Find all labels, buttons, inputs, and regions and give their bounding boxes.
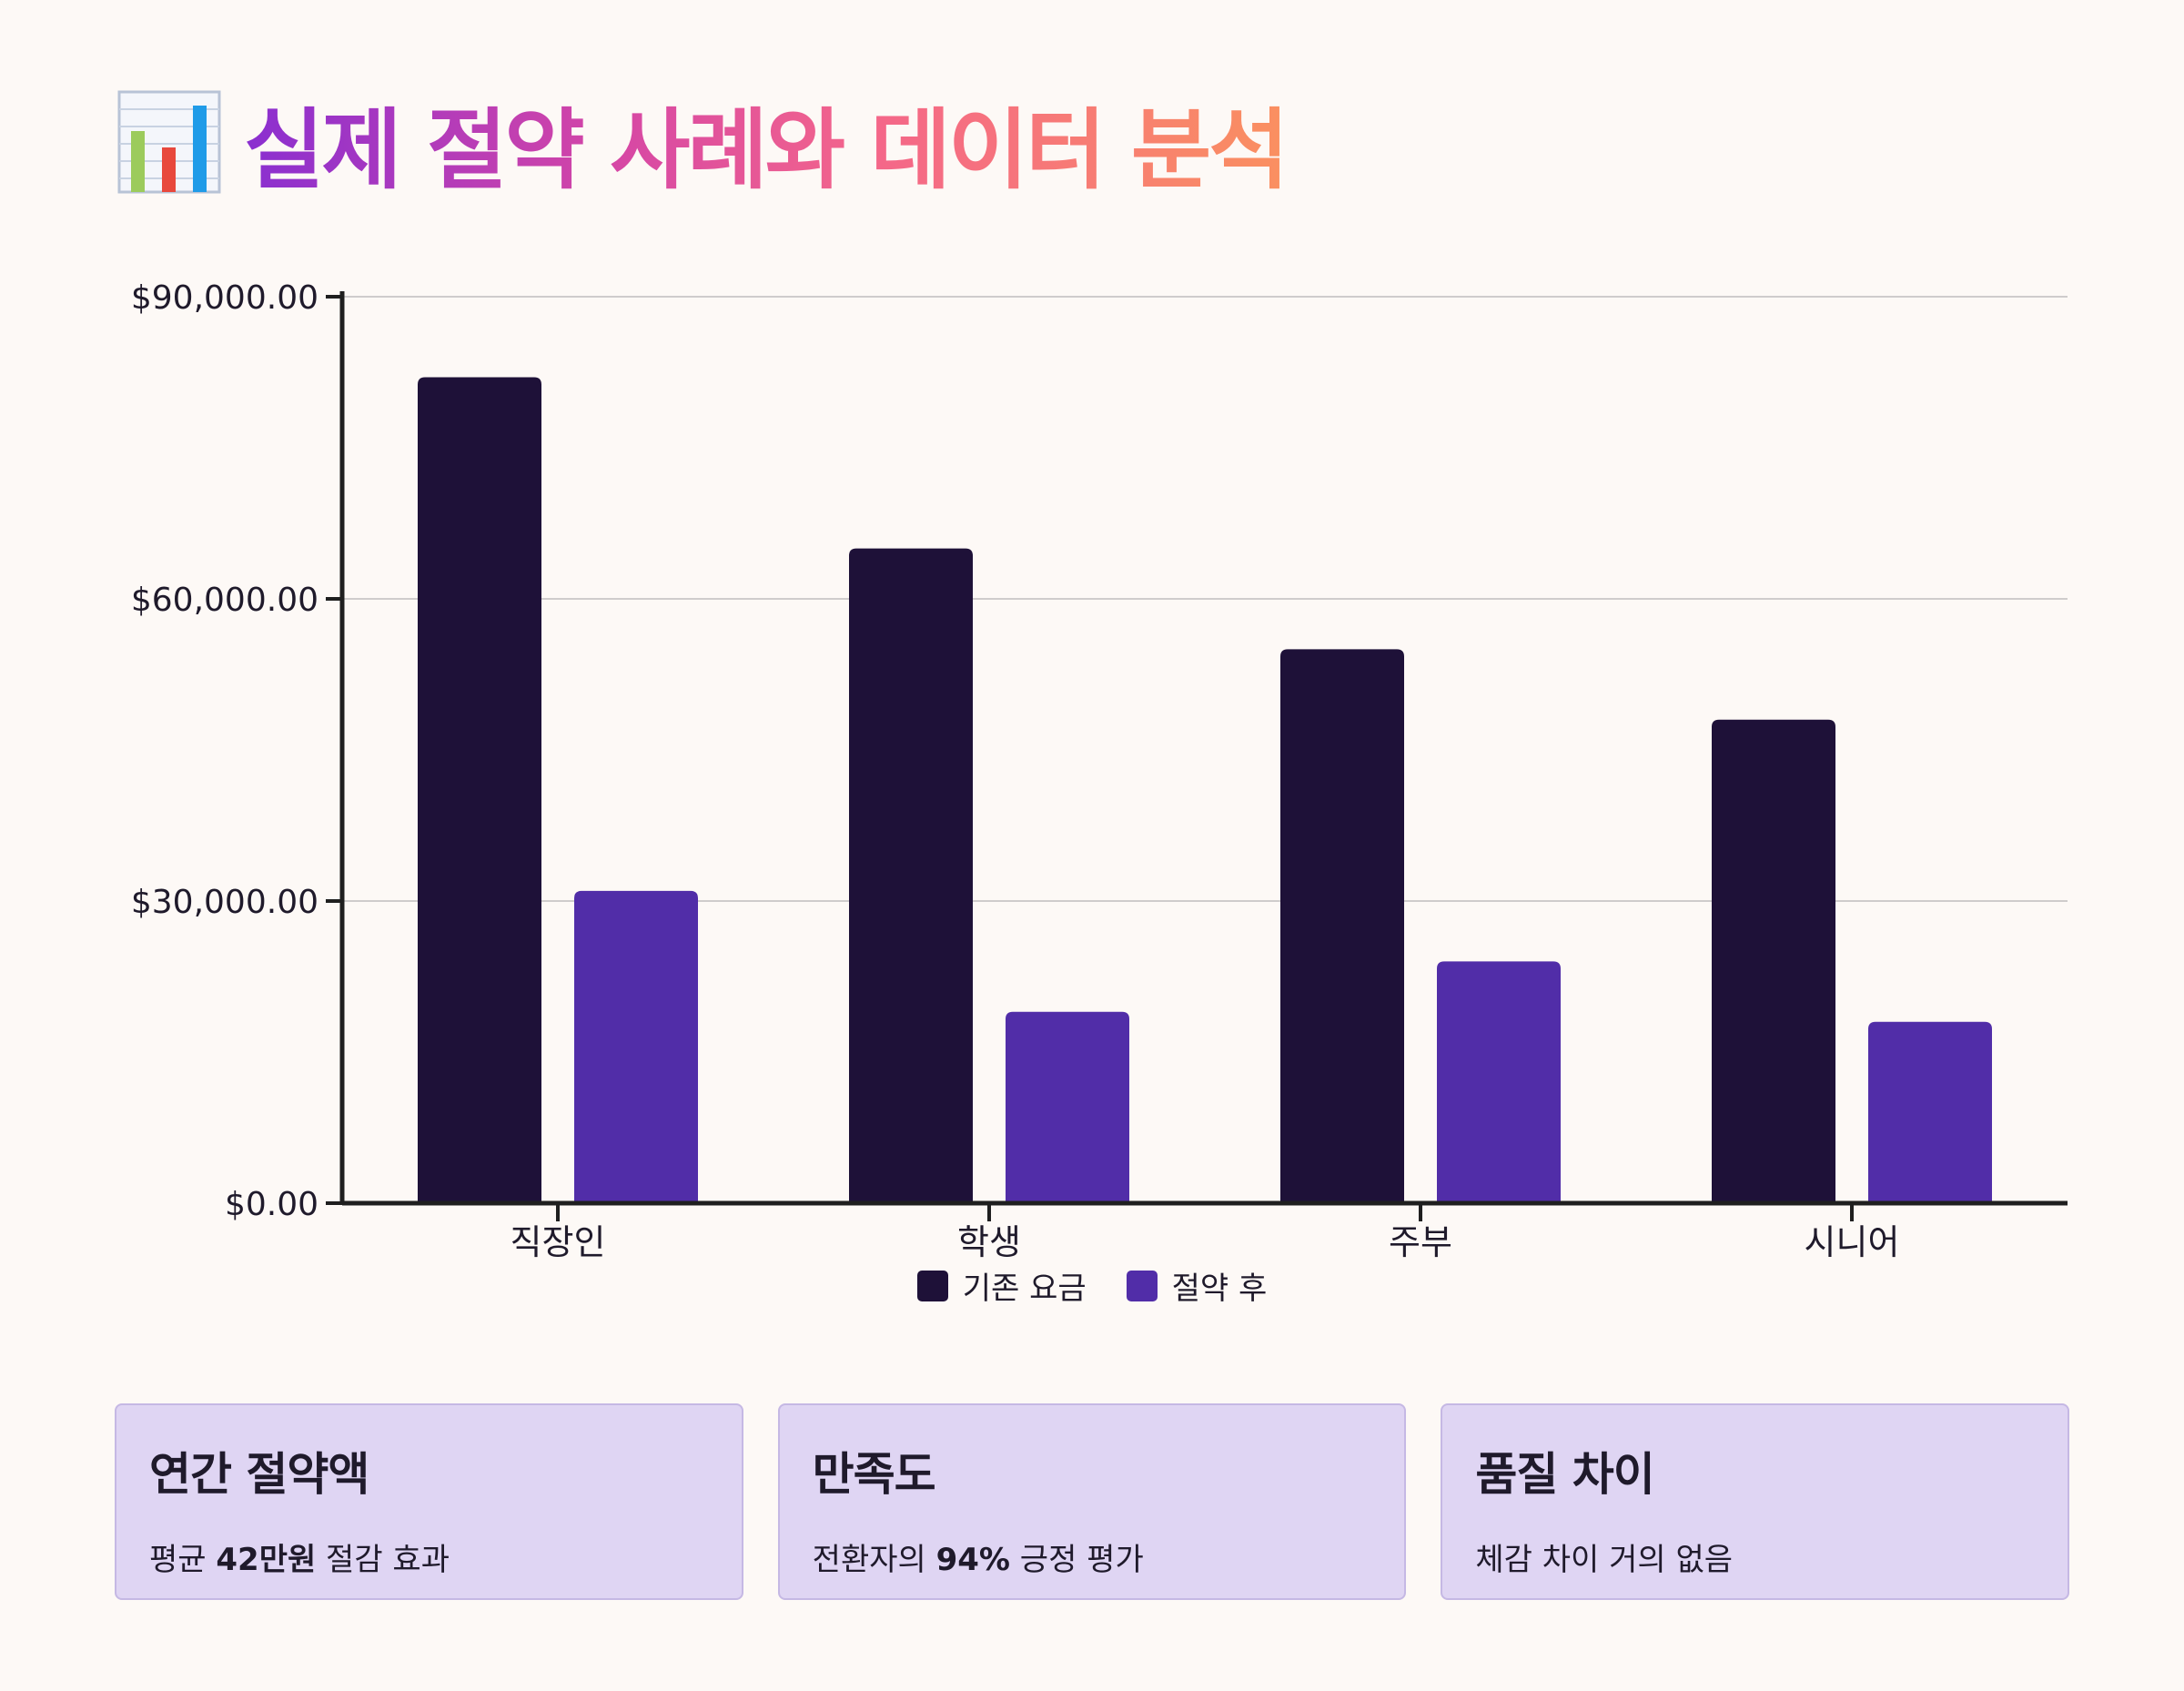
chart-area: $0.00 $30,000.00 $60,000.00 $90,000.00 직장인 학생… (0, 255, 2184, 1311)
card-title: 만족도 (812, 1448, 936, 1501)
card-text-suffix: 긍정 평가 (1010, 1542, 1144, 1578)
legend-swatch-series-2 (1126, 1270, 1158, 1301)
summary-cards: 연간 절약액 평균 42만원 절감 효과 만족도 전환자의 94% 긍정 평가 … (115, 1403, 2070, 1600)
bar-2-1 (574, 890, 698, 1203)
bar-2-3 (1437, 961, 1561, 1203)
page-title: 실제 절약 사례와 데이터 분석 (244, 79, 1289, 206)
y-tick-label: $0.00 (225, 1186, 318, 1223)
card-text: 전환자의 94% 긍정 평가 (813, 1534, 1372, 1579)
y-tick-label: $30,000.00 (131, 884, 318, 921)
card-text-prefix: 전환자의 (812, 1542, 936, 1578)
bar-2-2 (1006, 1011, 1129, 1203)
card-highlight: 94% (935, 1542, 1010, 1578)
card-text: 평균 42만원 절감 효과 (149, 1534, 709, 1579)
y-tick-label: $60,000.00 (131, 582, 318, 619)
chart-legend: 기존 요금 절약 후 (0, 1263, 2184, 1308)
bar-1-3 (1280, 649, 1404, 1203)
legend-item-series-1: 기존 요금 (916, 1263, 1087, 1308)
card-highlight: 42만원 (216, 1542, 317, 1578)
card-text-prefix: 평균 (149, 1542, 217, 1578)
card-text: 체감 차이 거의 없음 (1475, 1534, 2035, 1579)
legend-label-series-1: 기존 요금 (962, 1271, 1087, 1307)
x-tick-label: 시니어 (1805, 1222, 1900, 1262)
card-annual-savings: 연간 절약액 평균 42만원 절감 효과 (115, 1403, 743, 1600)
bar-1-1 (418, 377, 541, 1203)
bar-1-2 (849, 548, 973, 1203)
x-tick-label: 학생 (957, 1222, 1021, 1262)
card-title: 연간 절약액 (149, 1448, 369, 1501)
card-satisfaction: 만족도 전환자의 94% 긍정 평가 (777, 1403, 1407, 1600)
legend-item-series-2: 절약 후 (1126, 1263, 1268, 1308)
card-quality-difference: 품질 차이 체감 차이 거의 없음 (1441, 1403, 2070, 1600)
y-tick-label: $90,000.00 (131, 279, 318, 317)
bar-2-4 (1868, 1021, 1992, 1203)
card-title: 품질 차이 (1475, 1448, 1654, 1501)
legend-swatch-series-1 (916, 1270, 948, 1301)
bar-chart-icon (117, 90, 221, 194)
page-header: 실제 절약 사례와 데이터 분석 (116, 87, 1289, 201)
x-tick-label: 주부 (1389, 1222, 1452, 1262)
legend-label-series-2: 절약 후 (1171, 1271, 1268, 1307)
card-text-prefix: 체감 차이 거의 없음 (1475, 1542, 1734, 1578)
card-text-suffix: 절감 효과 (316, 1542, 450, 1578)
bar-1-4 (1712, 719, 1835, 1203)
x-tick-label: 직장인 (511, 1222, 606, 1262)
bar-chart: $0.00 $30,000.00 $60,000.00 $90,000.00 직장인 학생… (131, 279, 2068, 1262)
